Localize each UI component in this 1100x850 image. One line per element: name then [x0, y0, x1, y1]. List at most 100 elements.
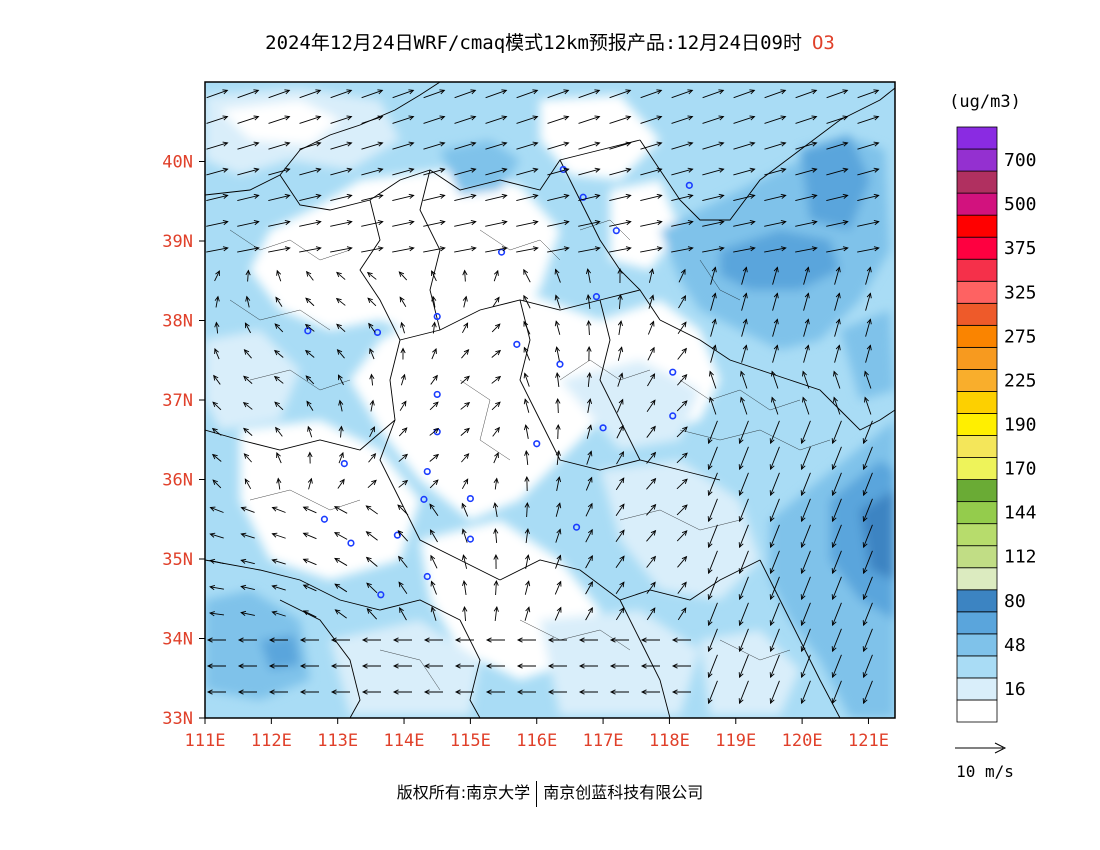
wind-arrow [338, 374, 344, 386]
wind-arrow [330, 142, 352, 150]
wind-arrowhead [650, 477, 657, 484]
wind-arrowhead [462, 269, 468, 276]
wind-arrow [795, 221, 817, 227]
wind-arrowhead [275, 296, 281, 303]
wind-arrow [398, 581, 408, 595]
wind-arrowhead [831, 490, 837, 497]
wind-arrowhead [493, 477, 499, 484]
wind-arrowhead [831, 542, 837, 549]
wind-arrow [462, 529, 468, 543]
wind-arrow [361, 194, 383, 202]
wind-arrow [334, 583, 348, 593]
wind-arrow [214, 270, 220, 282]
wind-arrowhead [749, 89, 756, 95]
city-marker [466, 535, 474, 543]
wind-arrow [368, 453, 376, 463]
wind-arrowhead [804, 292, 810, 299]
wind-arrow [770, 446, 780, 470]
wind-arrowhead [650, 399, 656, 406]
wind-arrowhead [586, 372, 592, 378]
wind-arrow [617, 347, 623, 361]
wind-arrowhead [802, 370, 807, 377]
wind-arrowhead [243, 427, 249, 434]
lon-tick-label: 119E [715, 731, 756, 751]
wind-arrowhead [365, 505, 372, 511]
wind-arrowhead [337, 374, 343, 381]
wind-arrow [431, 581, 437, 595]
wind-arrowhead [339, 451, 344, 458]
wind-arrow [609, 116, 631, 124]
wind-arrowhead [398, 271, 405, 277]
wind-arrowhead [742, 344, 748, 351]
wind-arrowhead [711, 344, 717, 351]
wind-arrowhead [408, 141, 415, 147]
wind-arrowhead [462, 605, 468, 612]
wind-arrow [739, 576, 749, 600]
wind-arrow [369, 426, 375, 438]
wind-arrowhead [556, 606, 562, 613]
wind-arrowhead [587, 502, 593, 509]
wind-arrowhead [222, 246, 229, 252]
wind-arrow [274, 323, 284, 333]
wind-arrowhead [524, 450, 530, 456]
wind-arrow [335, 609, 347, 619]
wind-arrow [795, 194, 817, 202]
wind-arrow [547, 247, 569, 253]
wind-arrow [578, 89, 600, 99]
wind-arrow [206, 168, 228, 176]
lat-tick-label: 34N [162, 630, 193, 650]
wind-arrowhead [619, 607, 625, 614]
wind-arrowhead [430, 554, 436, 561]
wind-arrowhead [532, 115, 539, 121]
legend-swatch [956, 236, 998, 260]
wind-arrow [640, 247, 662, 253]
wind-arrowhead [454, 637, 461, 643]
wind-arrowhead [334, 557, 340, 563]
wind-arrow [833, 371, 841, 389]
legend-swatch [956, 589, 998, 613]
wind-arrow [423, 221, 445, 227]
wind-arrowhead [333, 532, 340, 537]
wind-arrowhead [842, 220, 849, 226]
wind-arrowhead [464, 401, 471, 408]
wind-arrowhead [370, 426, 375, 433]
wind-arrowhead [681, 321, 687, 328]
wind-arrowhead [835, 344, 841, 351]
wind-arrow [795, 247, 817, 253]
wind-arrowhead [650, 451, 657, 458]
wind-arrowhead [866, 292, 872, 299]
wind-arrowhead [773, 344, 779, 351]
wind-arrowhead [336, 323, 342, 330]
wind-arrow [491, 350, 501, 358]
wind-arrowhead [408, 167, 415, 173]
wind-arrowhead [873, 193, 880, 199]
wind-arrow [801, 550, 811, 574]
wind-arrow [833, 397, 841, 415]
wind-arrow [241, 612, 255, 616]
wind-arrowhead [211, 427, 218, 434]
wind-arrow [206, 142, 228, 150]
wind-arrow [826, 247, 848, 253]
wind-arrow [336, 298, 346, 306]
wind-arrowhead [346, 193, 353, 199]
wind-arrowhead [563, 89, 570, 95]
lon-tick-label: 121E [848, 731, 889, 751]
wind-arrow [770, 550, 780, 574]
wind-arrowhead [454, 689, 461, 695]
wind-arrow [832, 550, 842, 574]
wind-arrowhead [831, 646, 837, 653]
wind-arrow [523, 295, 531, 309]
wind-arrowhead [222, 89, 229, 95]
longitude-axis: 111E 112E 113E 114E 115E 116E 117E 118E 119E 120E… [185, 718, 889, 751]
wind-arrow [554, 607, 562, 621]
wind-arrowhead [315, 220, 322, 226]
wind-arrow [772, 293, 778, 311]
wind-arrow [303, 506, 317, 514]
wind-arrowhead [245, 295, 251, 302]
wind-arrowhead [304, 323, 311, 330]
wind-arrowhead [609, 663, 616, 669]
legend-label: 48 [1004, 635, 1026, 656]
wind-arrowhead [493, 579, 499, 586]
wind-arrow [801, 680, 811, 704]
wind-arrow [423, 89, 445, 99]
